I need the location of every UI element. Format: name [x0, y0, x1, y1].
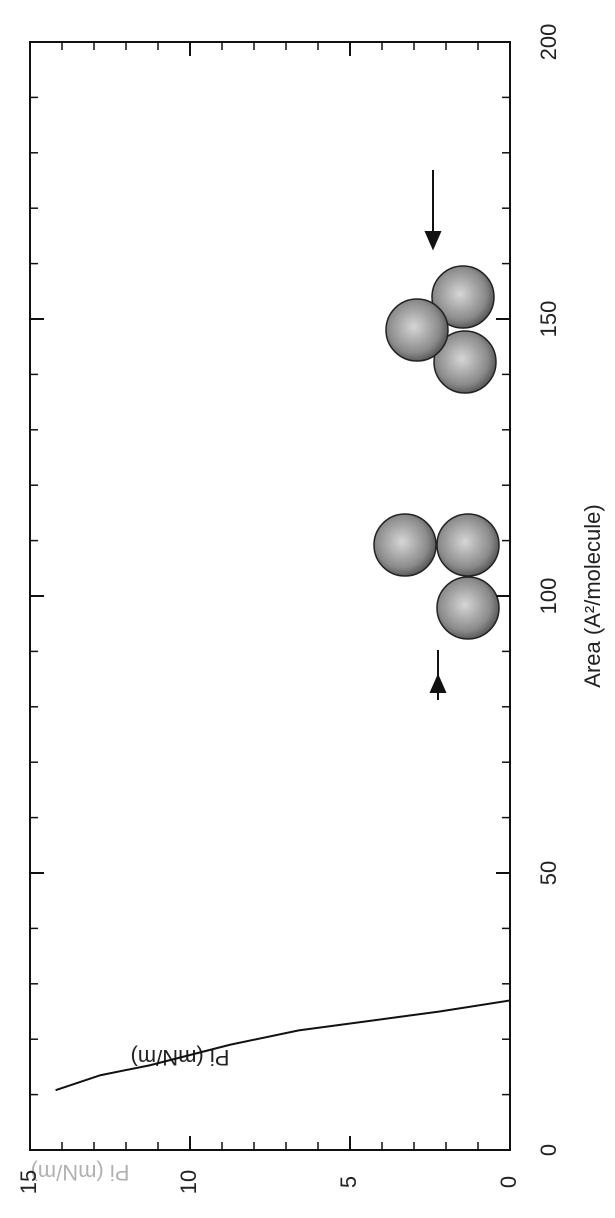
- x-tick-label: 50: [536, 861, 561, 885]
- y-tick-label: 5: [336, 1176, 361, 1188]
- x-tick-label: 150: [536, 301, 561, 338]
- y-tick-label: 15: [16, 1170, 41, 1194]
- x-tick-label: 0: [536, 1144, 561, 1156]
- molecule-diagram: [373, 265, 500, 640]
- y-tick-label: 0: [496, 1176, 521, 1188]
- y-axis-label-ghost: Pi (mN/m): [31, 1160, 130, 1185]
- y-tick-label: 10: [176, 1170, 201, 1194]
- x-axis-label: Area (A²/molecule): [580, 504, 605, 687]
- plot-frame: [29, 41, 511, 1151]
- x-tick-label: 200: [536, 24, 561, 61]
- isotherm-line: [55, 999, 511, 1092]
- arrows: [424, 170, 447, 700]
- x-tick-label: 100: [536, 578, 561, 615]
